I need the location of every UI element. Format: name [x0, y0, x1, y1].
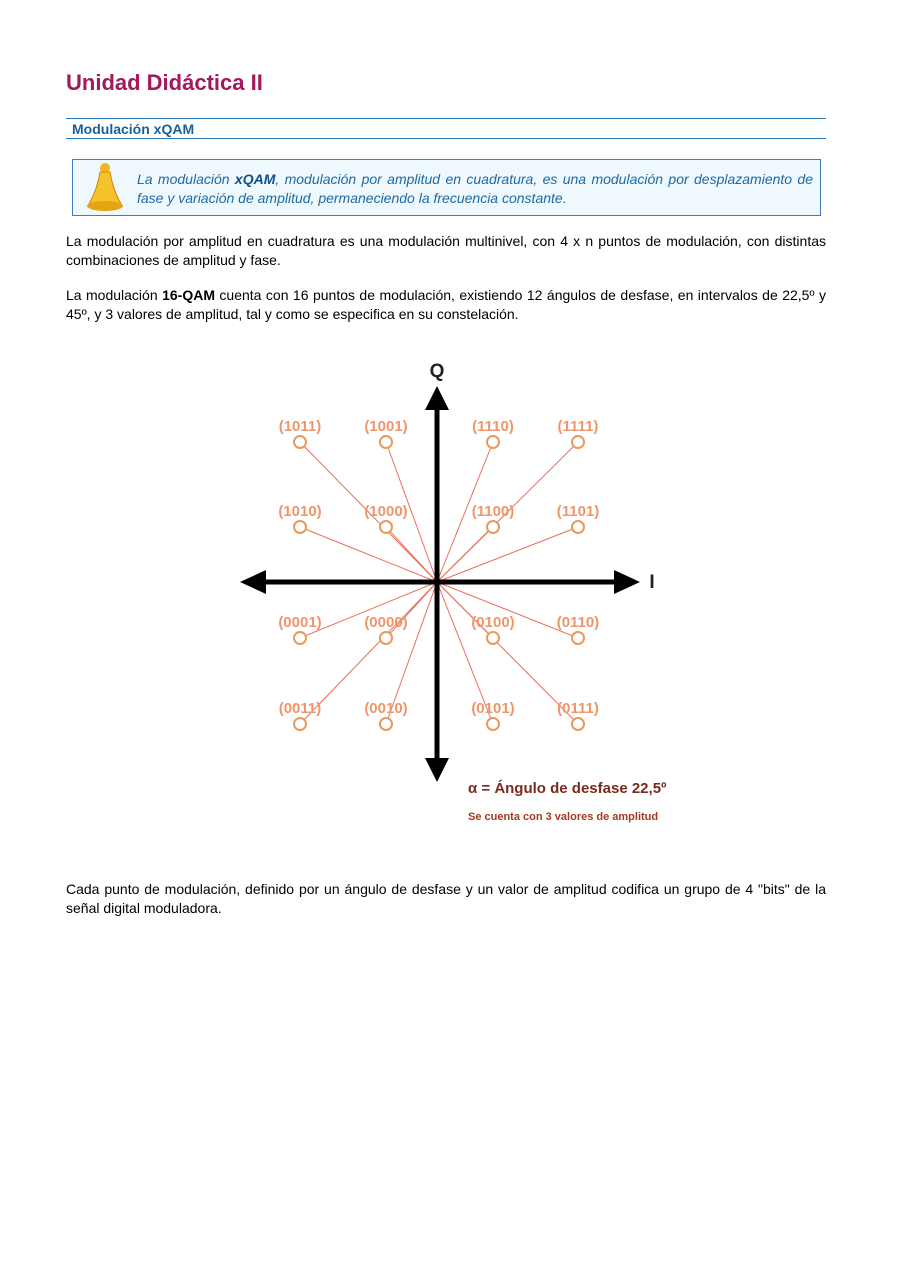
phase-line [385, 526, 438, 583]
point-label: (1100) [472, 503, 515, 520]
point-label: (0101) [471, 700, 514, 717]
note-icon [87, 163, 123, 211]
text: La modulación [66, 287, 163, 303]
constellation-point [293, 631, 307, 645]
phase-line [436, 526, 579, 583]
constellation-point [486, 631, 500, 645]
point-label: (1111) [558, 418, 599, 435]
text: cuenta con 16 puntos de modulación, exis… [66, 287, 826, 322]
legend-note: Se cuenta con 3 valores de amplitud [468, 811, 658, 823]
page-title: Unidad Didáctica II [66, 70, 263, 95]
paragraph: La modulación 16-QAM cuenta con 16 punto… [66, 286, 826, 324]
section-header: Modulación xQAM [66, 118, 826, 139]
paragraph: Cada punto de modulación, definido por u… [66, 880, 826, 918]
axis-label-q: Q [430, 361, 445, 382]
constellation-point [379, 717, 393, 731]
constellation-point [486, 435, 500, 449]
bold-text: 16-QAM [162, 287, 215, 303]
constellation-point [571, 717, 585, 731]
phase-line [299, 581, 438, 639]
phase-line [299, 526, 438, 583]
constellation-point [379, 435, 393, 449]
note-box: La modulación xQAM, modulación por ampli… [72, 159, 821, 216]
point-label: (1001) [364, 418, 407, 435]
text: , modulación por amplitud en cuadratura,… [137, 171, 814, 206]
section-title: Modulación xQAM [72, 121, 195, 137]
point-label: (1101) [557, 503, 600, 520]
point-label: (0010) [364, 700, 407, 717]
point-label: (1000) [364, 503, 407, 520]
phase-line [436, 581, 494, 725]
phase-line [385, 441, 438, 583]
constellation-point [379, 520, 393, 534]
text: La modulación [137, 171, 235, 187]
constellation-point [293, 717, 307, 731]
phase-line [436, 581, 579, 725]
constellation-point [293, 435, 307, 449]
constellation-point [571, 435, 585, 449]
constellation-point [293, 520, 307, 534]
constellation-diagram: Q I α = Ángulo de desfase 22,5º Se cuent… [240, 361, 667, 823]
note-text: La modulación xQAM, modulación por ampli… [137, 170, 813, 208]
constellation-point [379, 631, 393, 645]
point-label: (0111) [557, 700, 599, 717]
phase-line [299, 581, 438, 725]
point-label: (0100) [471, 614, 514, 631]
legend: α = Ángulo de desfase 22,5º [468, 780, 667, 797]
text: Cada punto de modulación, definido por u… [66, 881, 826, 916]
point-label: (0000) [364, 614, 407, 631]
bold-text: xQAM [234, 171, 276, 187]
constellation-point [571, 631, 585, 645]
point-label: (0110) [557, 614, 600, 631]
constellation-point [486, 717, 500, 731]
phase-line [436, 581, 579, 639]
point-label: (1110) [472, 418, 514, 435]
point-label: (1011) [279, 418, 322, 435]
constellation-point [486, 520, 500, 534]
axis-label-i: I [649, 572, 654, 593]
phase-line [385, 581, 438, 725]
constellation-point [571, 520, 585, 534]
point-label: (0001) [278, 614, 321, 631]
point-label: (0011) [279, 700, 322, 717]
point-label: (1010) [278, 503, 321, 520]
text: La modulación por amplitud en cuadratura… [66, 233, 826, 268]
paragraph: La modulación por amplitud en cuadratura… [66, 232, 826, 270]
axes [240, 386, 640, 782]
phase-line [436, 441, 494, 583]
phase-line [436, 526, 494, 583]
phase-line [299, 441, 438, 583]
